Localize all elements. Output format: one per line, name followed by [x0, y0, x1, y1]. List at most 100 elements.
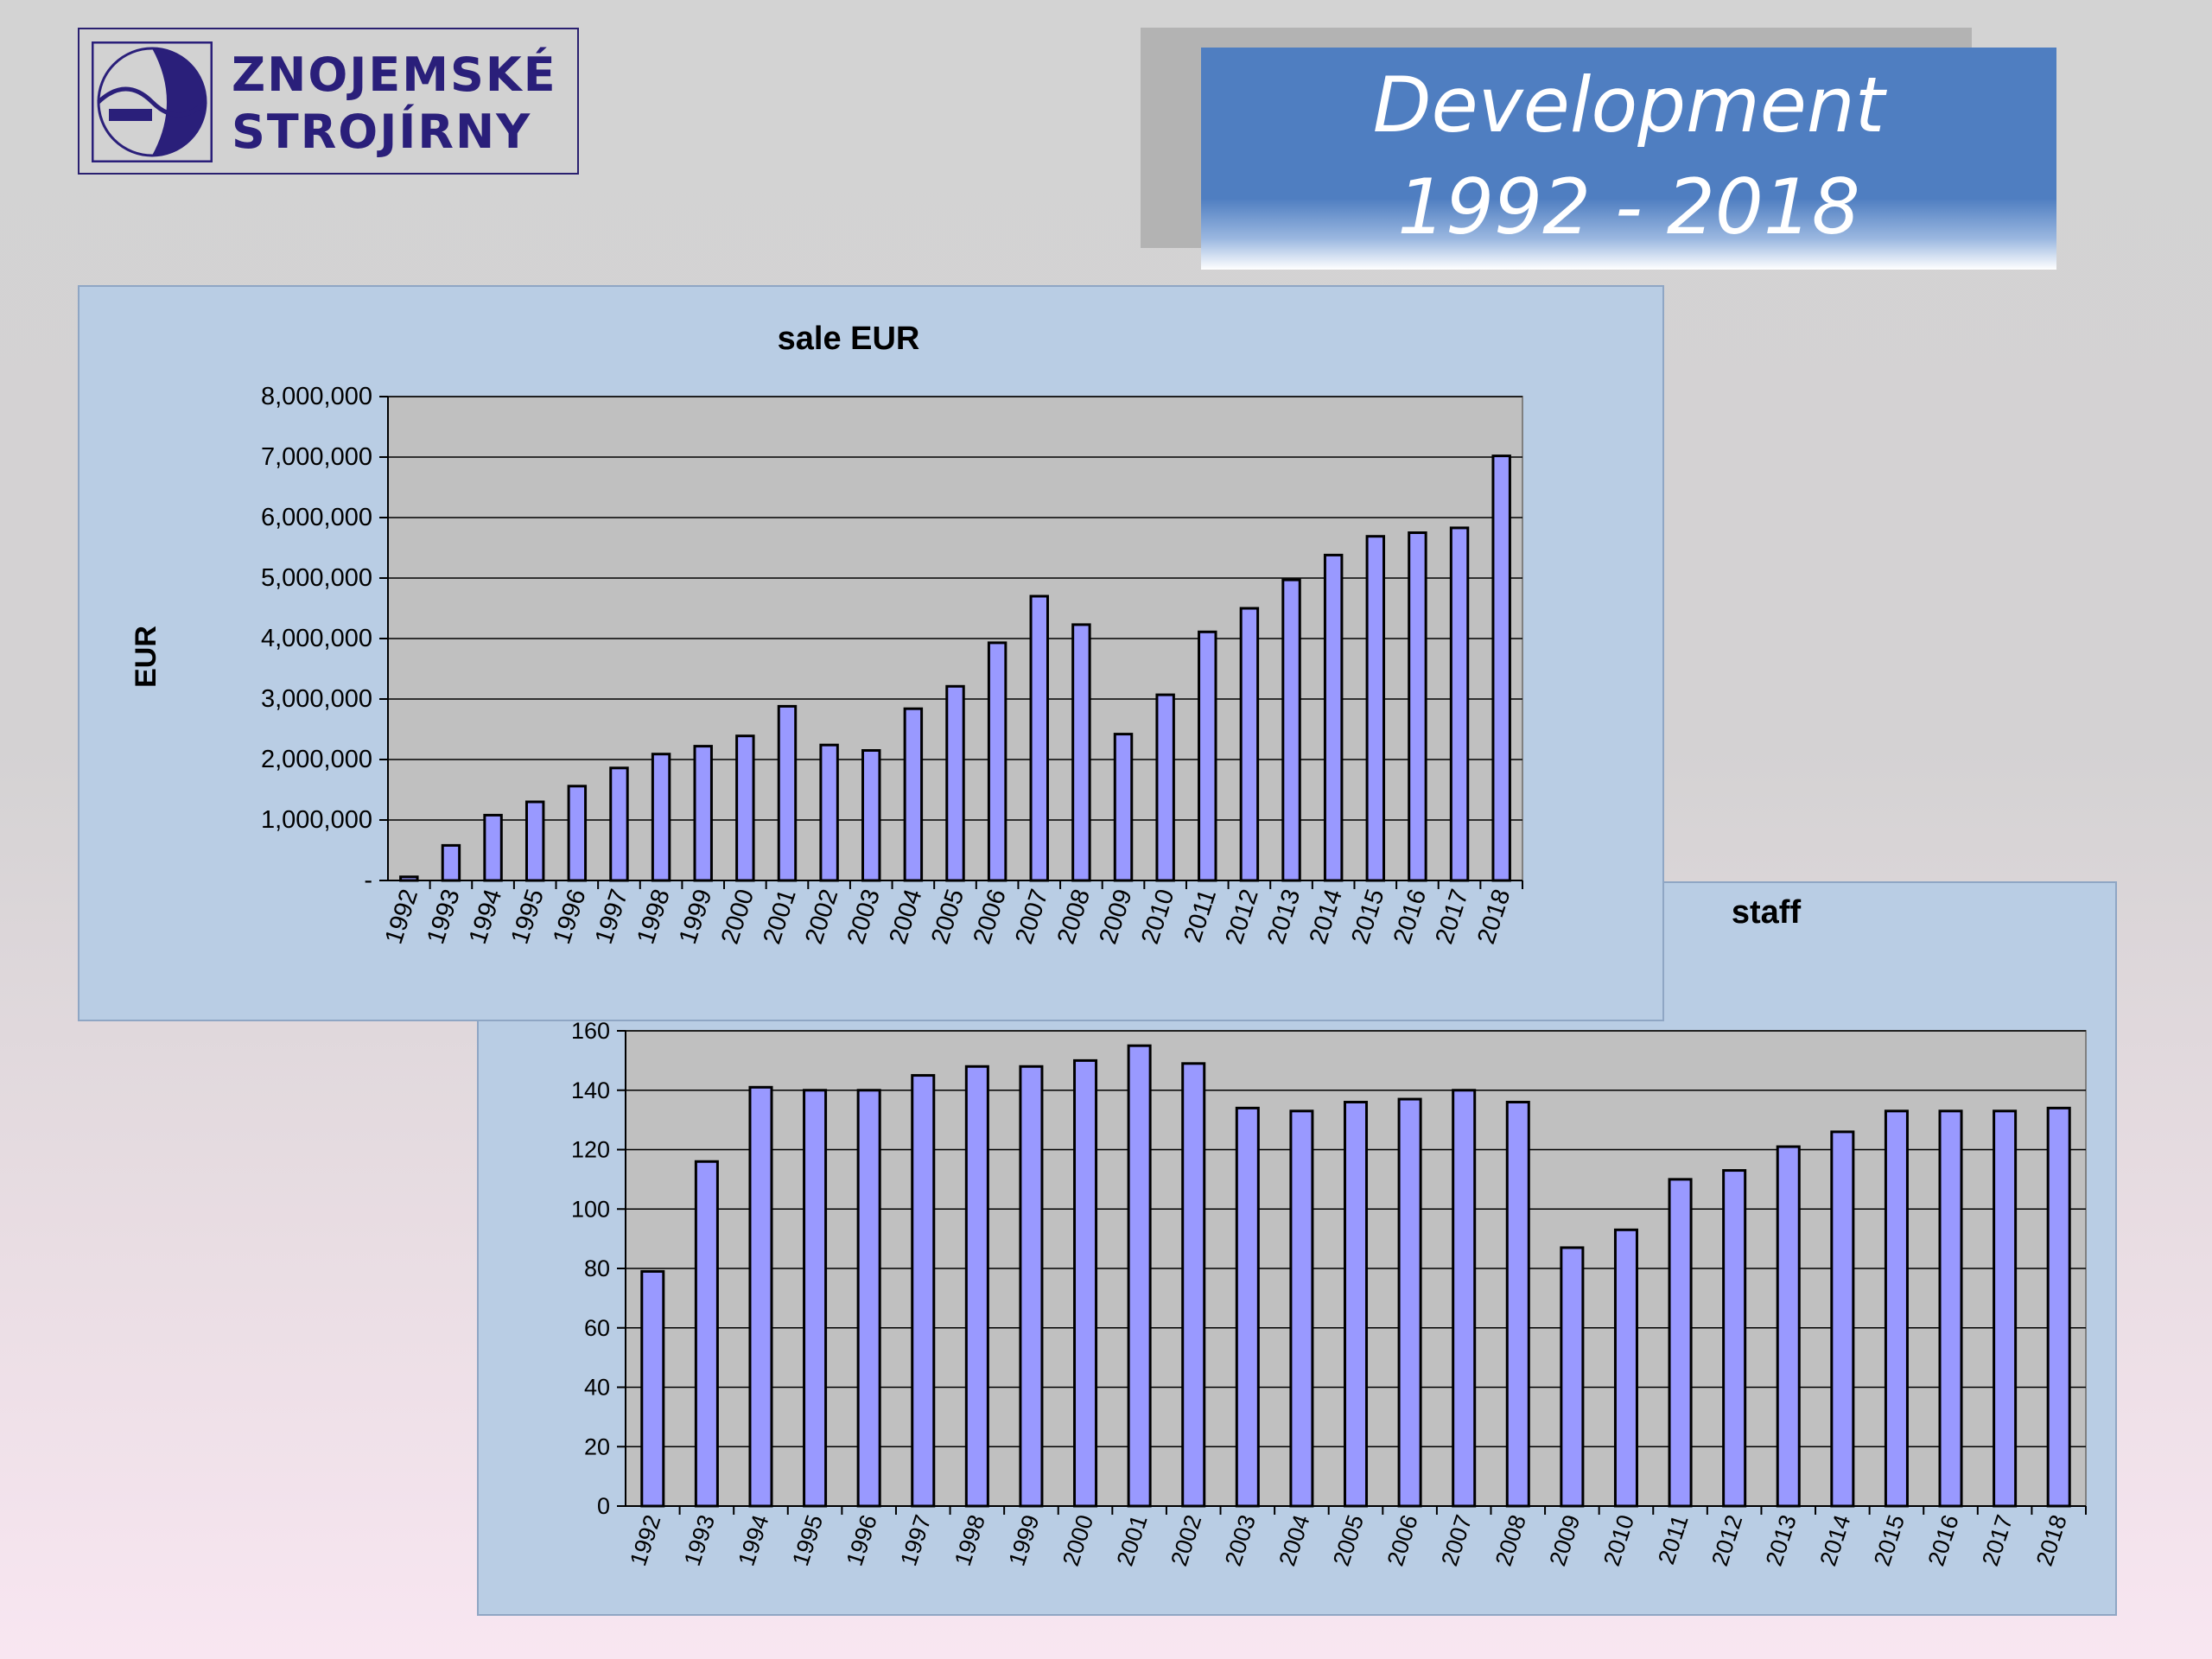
sale-bar [1029, 594, 1049, 882]
staff-bar [1289, 1109, 1314, 1508]
sale-x-tick-label: 2018 [1472, 886, 1516, 947]
staff-x-tick-label: 2000 [1058, 1512, 1098, 1569]
sale-bar [1323, 553, 1344, 882]
sale-x-tick-label: 1997 [590, 886, 633, 947]
sale-y-tick-label: 5,000,000 [261, 564, 372, 592]
staff-y-tick-label: 160 [571, 1018, 610, 1044]
sale-x-tick-label: 2011 [1179, 886, 1222, 945]
sale-x-tick-label: 2016 [1389, 886, 1432, 947]
staff-y-tick-label: 40 [584, 1375, 610, 1401]
staff-bar [803, 1089, 828, 1508]
sale-y-tick-label: 3,000,000 [261, 685, 372, 713]
company-logo: ZNOJEMSKÉ STROJÍRNY [78, 28, 579, 175]
staff-chart-panel: 0 20 40 60 80 100 120 140 160 1992 1993 1994 1995 199… [477, 881, 2117, 1616]
staff-x-tick-label: 1999 [1004, 1512, 1045, 1569]
sale-bar [1071, 623, 1091, 882]
sale-x-tick-label: 2013 [1262, 886, 1306, 947]
staff-x-tick-label: 1995 [787, 1512, 828, 1569]
staff-bar [1560, 1246, 1585, 1508]
sale-x-tick-label: 2009 [1094, 886, 1137, 947]
staff-x-tick-label: 2001 [1112, 1512, 1153, 1569]
logo-text: ZNOJEMSKÉ STROJÍRNY [232, 47, 557, 161]
staff-bar [856, 1089, 881, 1508]
staff-x-tick-label: 2012 [1707, 1512, 1747, 1569]
title-line-2: 1992 - 2018 [1397, 162, 1860, 251]
staff-x-tick-label: 2015 [1869, 1512, 1910, 1569]
sale-bar [819, 743, 839, 882]
staff-bar [1073, 1058, 1098, 1508]
sale-y-axis-label: EUR [130, 626, 162, 688]
staff-bar [1884, 1109, 1909, 1508]
sale-bar [441, 843, 461, 882]
sale-bar [1239, 607, 1260, 882]
sale-y-tick-label: 1,000,000 [261, 806, 372, 834]
sale-bar [609, 766, 629, 882]
staff-x-tick-label: 1997 [895, 1512, 936, 1569]
sale-bar [524, 800, 545, 882]
sale-x-tick-label: 1998 [632, 886, 676, 947]
sale-bar [1449, 526, 1470, 882]
staff-x-tick-label: 2010 [1599, 1512, 1639, 1569]
sale-y-tick-label: - [364, 867, 372, 894]
sale-bar [693, 745, 713, 882]
logo-emblem-icon [92, 41, 213, 162]
staff-x-tick-label: 2003 [1220, 1512, 1261, 1569]
staff-bar [748, 1085, 773, 1508]
sale-bar [1155, 693, 1175, 882]
staff-x-tick-label: 1992 [625, 1512, 665, 1569]
sale-bar [1365, 535, 1386, 882]
sale-chart: - 1,000,000 2,000,000 3,000,000 4,000,000 5,0… [130, 321, 1523, 948]
staff-bar [1235, 1106, 1260, 1508]
staff-y-tick-label: 80 [584, 1255, 610, 1281]
staff-x-tick-label: 2002 [1166, 1512, 1206, 1569]
sale-bar [1113, 733, 1134, 882]
staff-y-tick-label: 60 [584, 1315, 610, 1341]
staff-bar [1181, 1062, 1206, 1508]
sale-y-tick-label: 8,000,000 [261, 383, 372, 410]
sale-x-tick-label: 1992 [380, 886, 423, 947]
sale-x-tick-label: 2002 [800, 886, 843, 947]
sale-bar [651, 753, 671, 882]
staff-bar [964, 1065, 989, 1508]
staff-bar [1668, 1178, 1693, 1508]
sale-x-tick-label: 1993 [422, 886, 465, 947]
sale-bar [1198, 630, 1217, 882]
sale-x-tick-label: 2010 [1136, 886, 1179, 947]
sale-x-tick-label: 2006 [969, 886, 1012, 947]
title-line-1: Development [1372, 60, 1885, 149]
staff-bar [1452, 1089, 1477, 1508]
staff-bar [1397, 1097, 1422, 1508]
logo-line-1: ZNOJEMSKÉ [232, 48, 557, 102]
staff-bar [1993, 1109, 2018, 1508]
sale-x-tick-label: 2000 [716, 886, 760, 947]
sale-bar [861, 749, 881, 882]
staff-y-tick-label: 20 [584, 1433, 610, 1459]
sale-bar [1491, 454, 1511, 882]
sale-x-tick-label: 2008 [1052, 886, 1096, 947]
staff-x-tick-label: 1994 [734, 1512, 774, 1569]
staff-bar [1776, 1145, 1801, 1508]
sale-x-tick-label: 1994 [464, 886, 507, 947]
sale-bar [1281, 578, 1301, 882]
staff-bar [1830, 1130, 1855, 1508]
staff-x-tick-label: 2009 [1544, 1512, 1585, 1569]
staff-bar [1505, 1101, 1530, 1508]
staff-bar [1938, 1109, 1963, 1508]
staff-bar [1127, 1044, 1152, 1508]
sale-x-tick-label: 2017 [1430, 886, 1473, 947]
staff-x-tick-label: 2017 [1977, 1512, 2018, 1569]
staff-x-tick-label: 2005 [1328, 1512, 1369, 1569]
staff-x-tick-label: 2007 [1436, 1512, 1477, 1569]
sale-chart-panel: - 1,000,000 2,000,000 3,000,000 4,000,000 5,0… [78, 285, 1664, 1021]
sale-chart-title: sale EUR [778, 321, 920, 357]
staff-x-tick-label: 2018 [2031, 1512, 2072, 1569]
staff-x-tick-label: 1993 [679, 1512, 720, 1569]
staff-bar [1722, 1169, 1747, 1508]
sale-x-tick-label: 2012 [1220, 886, 1263, 947]
staff-x-tick-label: 2014 [1815, 1512, 1855, 1569]
sale-y-tick-label: 2,000,000 [261, 746, 372, 773]
sale-bar [987, 641, 1007, 882]
staff-y-tick-label: 140 [571, 1077, 610, 1103]
sale-bar [945, 684, 965, 882]
sale-x-tick-label: 2004 [884, 886, 927, 947]
